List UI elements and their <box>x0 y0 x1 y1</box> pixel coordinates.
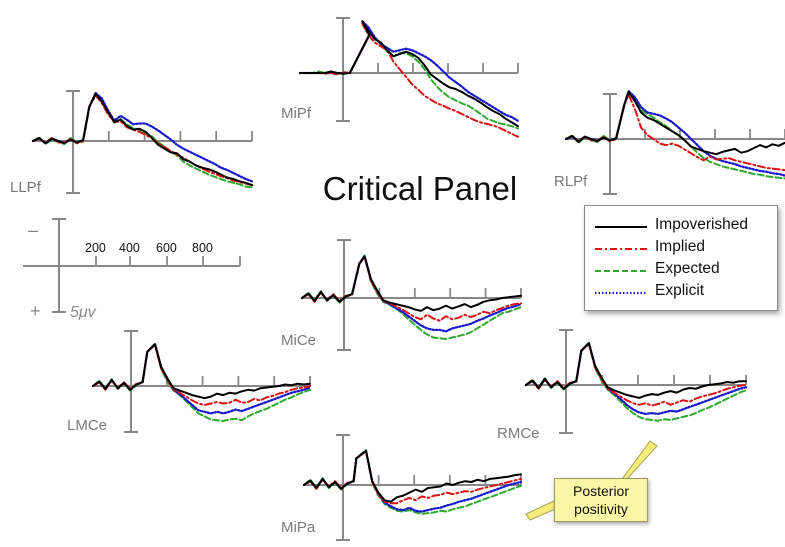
scale-tick-label: 400 <box>119 241 140 255</box>
scale-tick-label: 800 <box>192 241 213 255</box>
legend-swatch-expected <box>595 270 647 272</box>
waveform-explicit <box>300 255 523 333</box>
legend-item-implied: Implied <box>585 238 779 260</box>
electrode-label: LLPf <box>10 179 42 196</box>
legend-item-impoverished: Impoverished <box>585 216 779 238</box>
legend-label: Expected <box>655 260 720 277</box>
waveform-implied <box>301 256 522 322</box>
legend-item-explicit: Explicit <box>585 282 779 304</box>
waveform-implied <box>299 22 519 138</box>
electrode-panel-mice: MiCe <box>281 239 523 351</box>
waveform-impoverished <box>299 20 519 128</box>
waveform-expected <box>299 20 519 130</box>
waveform-impoverished <box>525 342 747 399</box>
waveform-impoverished <box>565 90 785 156</box>
posterior-positivity-callout: Posterior positivity <box>554 478 648 522</box>
scale-positive-sign: + <box>30 301 41 321</box>
electrode-label: LMCe <box>67 417 107 434</box>
callout-line-1: Posterior <box>572 483 630 499</box>
scale-negative-sign: – <box>28 220 38 240</box>
waveform-impoverished <box>32 92 253 187</box>
electrode-label: RMCe <box>497 425 540 442</box>
callout-line-2: positivity <box>574 501 628 517</box>
legend-swatch-impoverished <box>595 226 647 228</box>
waveform-impoverished <box>303 449 522 503</box>
arrow-to-rmce <box>619 440 658 483</box>
waveform-explicit <box>302 449 523 513</box>
electrode-panel-mipa: MiPa <box>281 434 523 541</box>
electrode-panel-rlpf: RLPf <box>554 89 785 195</box>
waveform-implied <box>92 344 311 406</box>
waveform-implied <box>525 343 747 407</box>
electrode-label: MiPa <box>281 519 316 536</box>
waveform-implied <box>303 450 522 505</box>
electrode-panel-rmce: RMCe <box>497 329 748 442</box>
electrode-label: MiCe <box>281 332 316 349</box>
electrode-panel-llpf: LLPf <box>10 90 254 196</box>
legend-swatch-implied <box>595 248 647 250</box>
legend: Impoverished Implied Expected Explicit <box>584 205 778 311</box>
chart-title: Critical Panel <box>322 170 518 207</box>
waveform-impoverished <box>301 255 522 312</box>
legend-swatch-explicit <box>595 291 647 295</box>
waveform-expected <box>565 90 785 180</box>
legend-label: Impoverished <box>655 216 749 233</box>
legend-item-expected: Expected <box>585 260 779 282</box>
scale-amplitude-label: 5μv <box>70 304 97 321</box>
electrode-panel-mipf: MiPf <box>281 17 520 138</box>
legend-label: Implied <box>655 238 705 255</box>
waveform-explicit <box>31 91 254 183</box>
scale-tick-label: 200 <box>85 241 106 255</box>
electrode-panel-lmce: LMCe <box>67 330 312 434</box>
scale-panel: 200 400 600 800 – + 5μv <box>23 218 241 321</box>
legend-label: Explicit <box>655 282 705 299</box>
electrode-label: RLPf <box>554 173 588 190</box>
waveform-impoverished <box>92 343 311 400</box>
waveform-expected <box>92 342 311 422</box>
electrode-label: MiPf <box>281 105 312 122</box>
scale-tick-label: 600 <box>156 241 177 255</box>
